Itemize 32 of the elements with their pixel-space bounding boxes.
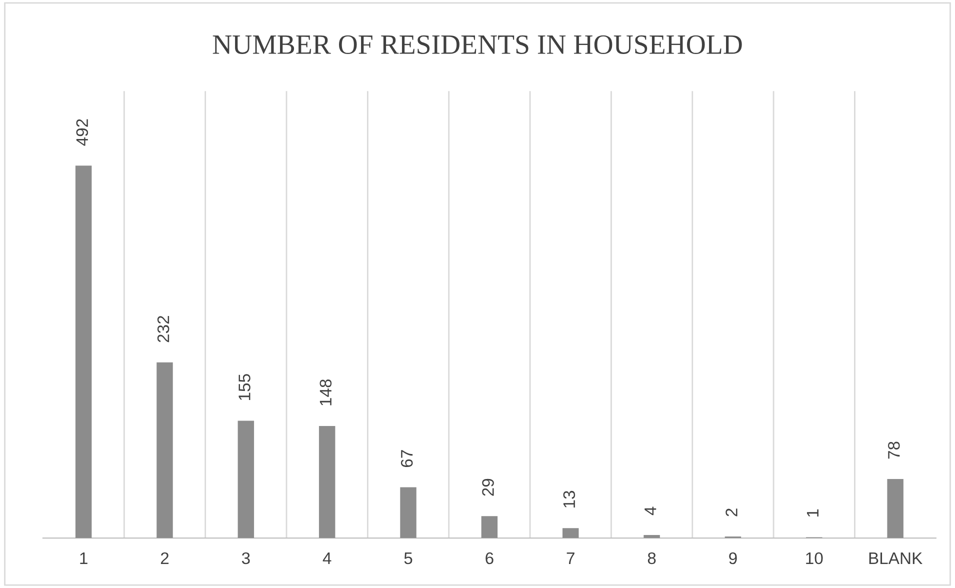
bar	[887, 478, 904, 538]
bar	[400, 487, 416, 538]
x-tick-label: 6	[486, 552, 494, 564]
x-tick-label: BLANK	[869, 552, 922, 564]
chart-title: NUMBER OF RESIDENTS IN HOUSEHOLD	[212, 35, 742, 54]
data-label: 4	[644, 506, 656, 516]
data-label: 1	[806, 509, 818, 517]
bar	[481, 516, 498, 538]
x-tick-label: 7	[566, 552, 574, 564]
x-tick-label: 4	[322, 552, 332, 564]
x-tick-label: 10	[806, 552, 823, 564]
data-label: 148	[320, 379, 332, 406]
bar	[644, 534, 660, 538]
data-label: 232	[157, 316, 170, 342]
bar	[318, 426, 336, 538]
x-tick-label: 2	[160, 552, 169, 564]
data-label: 78	[888, 442, 900, 459]
x-tick-label: 3	[242, 552, 250, 564]
bar	[75, 166, 92, 538]
bar	[238, 420, 254, 538]
bar	[156, 362, 173, 538]
bar	[562, 528, 579, 538]
x-tick-label: 8	[648, 552, 656, 564]
x-tick-label: 9	[729, 552, 737, 564]
data-label: 13	[563, 490, 576, 508]
data-label: 155	[238, 374, 250, 400]
x-tick-label: 5	[404, 552, 412, 564]
data-label: 67	[400, 450, 413, 468]
data-label: 492	[76, 119, 88, 146]
x-tick-label: 1	[80, 552, 88, 564]
data-label: 29	[482, 478, 494, 496]
data-label: 2	[726, 508, 738, 516]
